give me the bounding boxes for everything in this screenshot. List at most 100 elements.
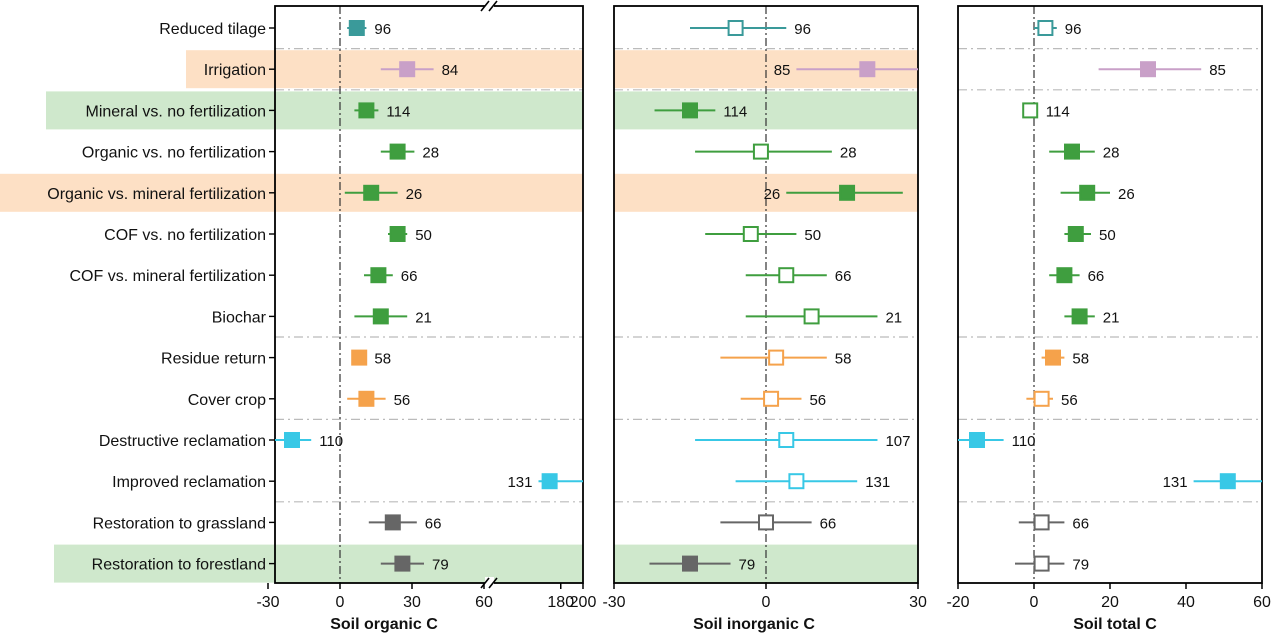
- effect-point: [1037, 20, 1054, 36]
- sample-size-label: 114: [723, 103, 747, 120]
- effect-point: [778, 267, 795, 284]
- sample-size-label: 84: [442, 62, 459, 79]
- effect-point: [763, 390, 780, 407]
- panel-highlight-band: [275, 544, 583, 583]
- axis-break-mark: [480, 0, 490, 12]
- effect-point: [788, 473, 805, 490]
- sample-size-label: 21: [415, 309, 432, 326]
- sample-size-label: 26: [764, 186, 781, 203]
- sample-size-label: 107: [885, 433, 910, 450]
- x-tick-label: 30: [909, 594, 927, 611]
- effect-point: [1079, 184, 1096, 201]
- effect-point: [394, 555, 411, 572]
- x-axis-title: Soil organic C: [330, 616, 438, 633]
- effect-point: [1022, 102, 1039, 119]
- effect-point: [742, 226, 759, 242]
- label-highlight-band: [186, 50, 275, 89]
- category-label: Mineral vs. no fertilization: [85, 103, 266, 120]
- x-tick-label: 60: [1253, 594, 1271, 611]
- sample-size-label: 66: [401, 268, 418, 285]
- sample-size-label: 110: [1012, 433, 1036, 450]
- axis-break-mark: [488, 577, 498, 589]
- sample-size-label: 79: [1072, 557, 1089, 574]
- category-label: COF vs. no fertilization: [104, 227, 266, 244]
- category-label: Restoration to grassland: [93, 515, 266, 532]
- effect-point: [363, 184, 380, 201]
- effect-point: [778, 432, 795, 448]
- effect-point: [351, 349, 368, 366]
- effect-point: [541, 473, 558, 490]
- sample-size-label: 50: [1099, 227, 1116, 244]
- sample-size-label: 28: [1103, 145, 1120, 162]
- sample-size-label: 58: [374, 351, 391, 368]
- x-tick-label: 180: [547, 594, 574, 611]
- effect-point: [1064, 143, 1080, 160]
- effect-point: [839, 184, 856, 201]
- effect-point: [1033, 390, 1050, 407]
- sample-size-label: 28: [422, 145, 439, 162]
- effect-point: [358, 390, 375, 407]
- x-tick-label: 60: [475, 594, 493, 611]
- panel-highlight-band: [275, 173, 583, 212]
- category-label: Organic vs. no fertilization: [82, 145, 266, 162]
- panel-frame: [957, 5, 1263, 584]
- x-tick-label: -30: [256, 594, 279, 611]
- effect-point: [758, 514, 774, 531]
- sample-size-label: 50: [804, 227, 821, 244]
- effect-point: [370, 267, 387, 284]
- effect-point: [348, 20, 365, 36]
- sample-size-label: 110: [319, 433, 343, 450]
- effect-point: [372, 308, 389, 325]
- sample-size-label: 58: [1072, 351, 1089, 368]
- effect-point: [384, 514, 401, 531]
- effect-point: [284, 432, 300, 448]
- effect-point: [389, 226, 406, 242]
- sample-size-label: 28: [840, 145, 857, 162]
- sample-size-label: 85: [1209, 62, 1226, 79]
- category-label: COF vs. mineral fertilization: [70, 268, 267, 285]
- effect-point: [1056, 267, 1073, 284]
- sample-size-label: 114: [1046, 103, 1070, 120]
- label-highlight-band: [54, 544, 275, 583]
- effect-point: [1140, 61, 1156, 78]
- sample-size-label: 26: [406, 186, 423, 203]
- x-axis-title: Soil total C: [1073, 616, 1157, 633]
- x-tick-label: 200: [570, 594, 597, 611]
- sample-size-label: 96: [794, 21, 811, 38]
- sample-size-label: 21: [1103, 309, 1120, 326]
- category-label: Cover crop: [188, 392, 266, 409]
- category-label: Organic vs. mineral fertilization: [47, 186, 266, 203]
- effect-point: [1071, 308, 1088, 325]
- effect-point: [803, 308, 820, 325]
- x-tick-label: 0: [1030, 594, 1039, 611]
- category-label: Reduced tilage: [159, 21, 266, 38]
- sample-size-label: 131: [507, 474, 532, 491]
- axis-break-gap: [485, 0, 494, 12]
- sample-size-label: 96: [1065, 21, 1082, 38]
- effect-point: [682, 555, 698, 572]
- sample-size-label: 50: [415, 227, 432, 244]
- sample-size-label: 66: [1072, 515, 1089, 532]
- sample-size-label: 66: [820, 515, 837, 532]
- effect-point: [969, 432, 985, 448]
- category-label: Irrigation: [204, 62, 266, 79]
- x-tick-label: 0: [336, 594, 345, 611]
- effect-point: [399, 61, 416, 78]
- axis-break-mark: [480, 577, 490, 589]
- sample-size-label: 21: [885, 309, 902, 326]
- category-label: Destructive reclamation: [99, 433, 266, 450]
- sample-size-label: 66: [425, 515, 442, 532]
- effect-point: [727, 20, 744, 36]
- effect-point: [1219, 473, 1236, 490]
- axis-break-mark: [488, 0, 498, 12]
- x-tick-label: 20: [1101, 594, 1119, 611]
- x-tick-label: 0: [762, 594, 771, 611]
- x-axis-title: Soil inorganic C: [693, 616, 815, 633]
- sample-size-label: 79: [739, 557, 756, 574]
- label-highlight-band: [46, 91, 275, 130]
- effect-point: [1033, 514, 1050, 531]
- x-tick-label: -30: [602, 594, 625, 611]
- effect-point: [358, 102, 375, 119]
- category-label: Biochar: [212, 309, 267, 326]
